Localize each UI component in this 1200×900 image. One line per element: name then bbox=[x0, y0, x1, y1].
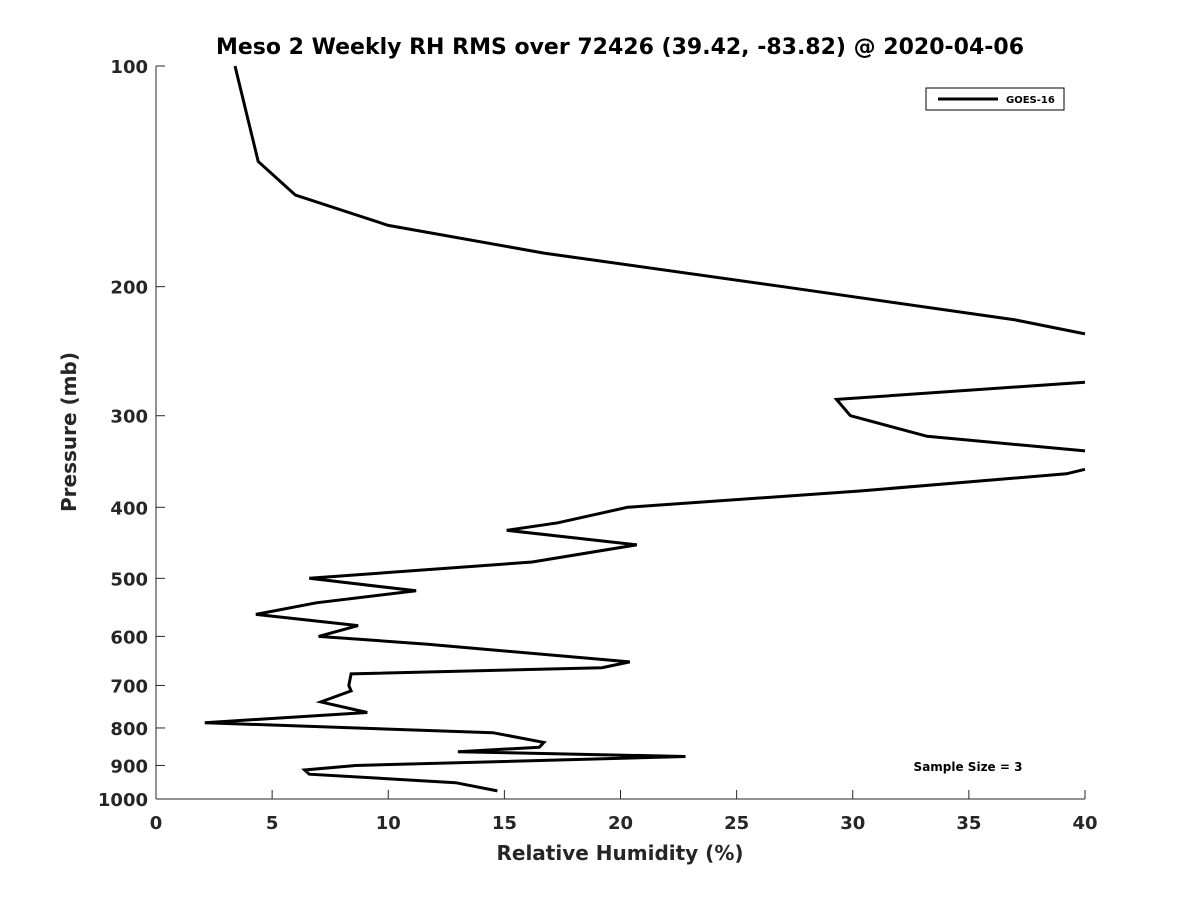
chart-title: Meso 2 Weekly RH RMS over 72426 (39.42, … bbox=[216, 35, 1024, 60]
plot-area bbox=[204, 65, 1086, 793]
x-tick-label: 30 bbox=[840, 813, 865, 834]
y-tick-label: 1000 bbox=[98, 790, 148, 811]
x-tick-label: 40 bbox=[1072, 813, 1097, 834]
x-tick-label: 20 bbox=[608, 813, 633, 834]
y-tick-label: 200 bbox=[110, 278, 148, 299]
x-tick-label: 35 bbox=[956, 813, 981, 834]
x-tick-label: 15 bbox=[492, 813, 517, 834]
legend: GOES-16 bbox=[925, 87, 1065, 111]
y-tick-label: 100 bbox=[110, 57, 148, 78]
sample-size-annotation: Sample Size = 3 bbox=[914, 760, 1023, 774]
y-tick-label: 700 bbox=[110, 676, 148, 697]
x-tick-label: 5 bbox=[266, 813, 279, 834]
x-axis-label: Relative Humidity (%) bbox=[496, 841, 743, 865]
series-line-goes-16 bbox=[233, 65, 1086, 336]
y-axis-label: Pressure (mb) bbox=[57, 352, 81, 512]
y-tick-label: 400 bbox=[110, 498, 148, 519]
y-tick-label: 600 bbox=[110, 627, 148, 648]
y-tick-label: 300 bbox=[110, 407, 148, 428]
axes: 0 5 10 15 20 25 30 35 40 100 200 300 400 500 600 700 800… bbox=[98, 57, 1098, 834]
x-tick-label: 0 bbox=[150, 813, 163, 834]
legend-label: GOES-16 bbox=[1006, 95, 1055, 106]
y-tick-label: 500 bbox=[110, 569, 148, 590]
series-line-goes-16 bbox=[204, 467, 1086, 793]
series-line-goes-16 bbox=[833, 380, 1086, 453]
x-tick-label: 25 bbox=[724, 813, 749, 834]
y-tick-label: 900 bbox=[110, 756, 148, 777]
y-tick-label: 800 bbox=[110, 719, 148, 740]
x-tick-label: 10 bbox=[376, 813, 401, 834]
